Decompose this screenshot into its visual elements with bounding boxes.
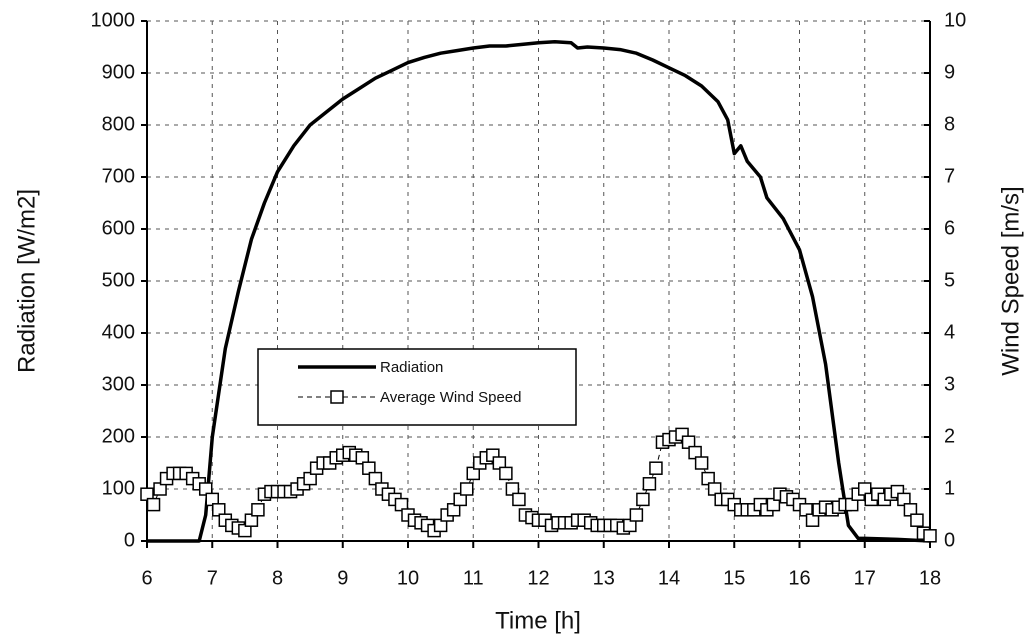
x-tick-label: 18 (919, 567, 941, 589)
legend-box (257, 348, 577, 426)
x-tick-label: 10 (397, 567, 419, 589)
x-tick-label: 15 (723, 567, 745, 589)
wind-marker (512, 492, 526, 507)
x-tick-label: 11 (463, 567, 484, 589)
y-tick-label: 0 (124, 529, 135, 551)
y-tick-label: 700 (102, 165, 135, 187)
wind-marker (636, 492, 650, 507)
legend-swatch (330, 390, 344, 404)
x-tick-label: 14 (658, 567, 680, 589)
wind-marker (459, 482, 474, 496)
x-tick-label: 9 (337, 567, 348, 589)
y2-tick-label: 8 (944, 113, 955, 135)
y-tick-label: 100 (102, 477, 135, 499)
wind-marker (649, 461, 663, 475)
wind-marker (146, 497, 161, 512)
x-tick-label: 13 (593, 567, 615, 589)
y2-tick-label: 4 (944, 321, 955, 343)
y2-tick-label: 9 (944, 61, 955, 83)
y-tick-label: 600 (102, 217, 135, 239)
y2-tick-label: 0 (944, 529, 955, 551)
y-axis-title: Radiation [W/m2] (13, 189, 40, 373)
legend-label: Radiation (380, 359, 443, 376)
y2-tick-label: 6 (944, 217, 955, 239)
y-tick-label: 1000 (91, 9, 136, 31)
wind-marker (642, 477, 657, 491)
wind-marker (694, 456, 709, 470)
x-tick-label: 6 (141, 567, 152, 589)
y2-tick-label: 5 (944, 269, 955, 291)
wind-marker (629, 508, 644, 522)
x-tick-label: 17 (854, 567, 876, 589)
y2-axis-title: Wind Speed [m/s] (997, 186, 1024, 375)
wind-marker (910, 513, 924, 527)
y-tick-label: 800 (102, 113, 135, 135)
y-tick-label: 200 (102, 425, 135, 447)
wind-marker (251, 503, 265, 517)
y-tick-label: 900 (102, 61, 135, 83)
x-axis-title: Time [h] (495, 607, 581, 634)
y2-tick-label: 1 (944, 477, 955, 499)
wind-marker (923, 529, 937, 543)
y-tick-label: 400 (102, 321, 135, 343)
wind-marker (499, 466, 513, 481)
x-tick-label: 12 (527, 567, 549, 589)
x-tick-label: 16 (788, 567, 810, 589)
radiation-line (147, 40, 931, 543)
y2-tick-label: 3 (944, 373, 955, 395)
legend-label: Average Wind Speed (380, 389, 521, 406)
x-tick-label: 8 (272, 567, 283, 589)
y2-tick-label: 10 (944, 9, 966, 31)
y2-tick-label: 7 (944, 165, 955, 187)
y2-tick-label: 2 (944, 425, 955, 447)
y-tick-label: 500 (102, 269, 135, 291)
y-tick-label: 300 (102, 373, 135, 395)
x-tick-label: 7 (207, 567, 218, 589)
